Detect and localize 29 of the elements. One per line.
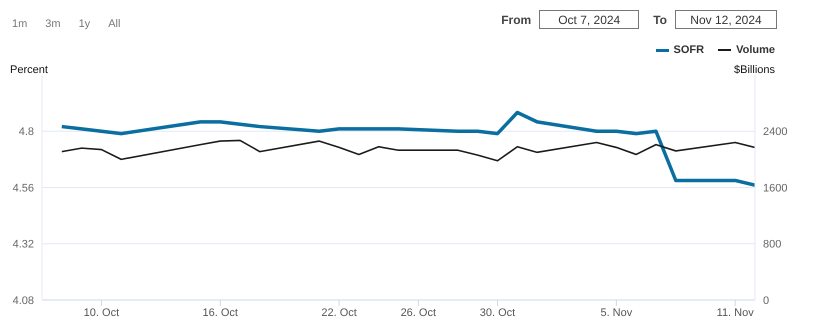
x-tick-label: 22. Oct: [321, 306, 357, 319]
line-series: [60, 110, 755, 187]
y2-tick-label: 800: [763, 238, 782, 251]
legend-label: SOFR: [674, 44, 704, 56]
y2-tick-label: 0: [763, 294, 770, 307]
line-series: [61, 140, 755, 162]
text: All: [108, 18, 120, 30]
x-tick-label: 16. Oct: [202, 306, 238, 319]
x-tick-label: 11. Nov: [716, 306, 754, 319]
y2-tick-label: 2400: [763, 126, 788, 138]
x-tick-label: 30. Oct: [480, 306, 516, 319]
y-tick-label: 4.32: [12, 238, 34, 251]
text: 1y: [78, 18, 90, 30]
y-tick-label: 4.08: [12, 294, 34, 307]
x-tick-label: 10. Oct: [84, 306, 120, 319]
text: 3m: [45, 18, 61, 30]
y-axis-title: Percent: [10, 64, 48, 76]
text: 1m: [12, 18, 28, 30]
x-tick-label: 26. Oct: [400, 306, 436, 319]
x-tick-label: 5. Nov: [600, 306, 633, 319]
y2-axis-title: $Billions: [734, 64, 775, 76]
legend-label: Volume: [736, 44, 775, 56]
text: To: [653, 12, 667, 26]
text: From: [501, 12, 532, 26]
y-tick-label: 4.8: [18, 126, 34, 138]
text: Nov 12, 2024: [675, 10, 777, 29]
y2-tick-label: 1600: [763, 182, 788, 194]
y-tick-label: 4.56: [12, 182, 34, 194]
text: Oct 7, 2024: [539, 10, 640, 29]
